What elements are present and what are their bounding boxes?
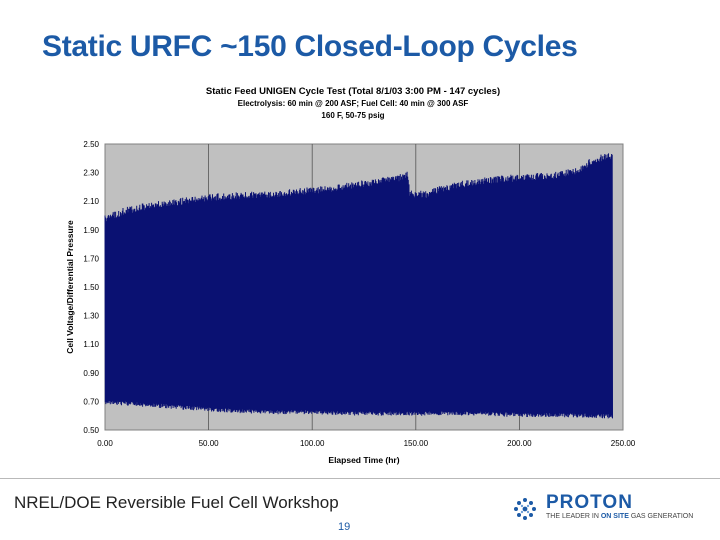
page-number: 19	[338, 521, 351, 533]
y-tick-labels: 0.50 0.70 0.90 1.10 1.30 1.50 1.70 1.90 2.10 2.30…	[83, 140, 99, 435]
y-tick-label: 0.50	[83, 426, 99, 435]
y-tick-label: 2.50	[83, 140, 99, 149]
logo-wordmark: PROTON	[546, 492, 633, 513]
y-tick-label: 1.90	[83, 226, 99, 235]
y-tick-label: 1.10	[83, 340, 99, 349]
series-line-cell-voltage	[104, 153, 613, 419]
x-tick-labels: 0.00 50.00 100.00 150.00 200.00 250.00	[97, 439, 636, 448]
x-tick-label: 200.00	[507, 439, 532, 448]
chart-subtitle-line-2: 160 F, 50-75 psig	[321, 111, 384, 120]
y-tick-label: 0.90	[83, 369, 99, 378]
proton-logo: PROTON THE LEADER IN ON SITE GAS GENERAT…	[510, 492, 715, 526]
y-tick-label: 2.30	[83, 169, 99, 178]
slide-title: Static URFC ~150 Closed-Loop Cycles	[42, 30, 578, 63]
footer-divider	[0, 478, 720, 479]
y-tick-label: 1.50	[83, 283, 99, 292]
x-tick-label: 150.00	[404, 439, 429, 448]
x-tick-label: 250.00	[611, 439, 636, 448]
x-tick-label: 0.00	[97, 439, 113, 448]
logo-tagline-end: GAS GENERATION	[628, 513, 694, 520]
footer-workshop-name: NREL/DOE Reversible Fuel Cell Workshop	[14, 493, 339, 512]
logo-tagline-start: THE LEADER IN	[546, 513, 601, 520]
logo-tagline: THE LEADER IN ON SITE GAS GENERATION	[546, 513, 693, 520]
y-tick-label: 1.70	[83, 254, 99, 263]
series-layer	[104, 153, 613, 419]
x-axis-label: Elapsed Time (hr)	[328, 455, 399, 465]
x-tick-label: 100.00	[300, 439, 325, 448]
logo-tagline-highlight: ON SITE	[600, 513, 629, 520]
chart-subtitle-line-1: Electrolysis: 60 min @ 200 ASF; Fuel Cel…	[238, 99, 469, 108]
dotted-sphere-icon	[514, 498, 536, 520]
cycle-test-chart: Static Feed UNIGEN Cycle Test (Total 8/1…	[65, 86, 636, 465]
y-tick-label: 0.70	[83, 397, 99, 406]
chart-title: Static Feed UNIGEN Cycle Test (Total 8/1…	[206, 86, 500, 97]
y-axis-label: Cell Voltage/Differential Pressure	[65, 220, 75, 354]
x-tick-label: 50.00	[199, 439, 220, 448]
y-tick-label: 2.10	[83, 197, 99, 206]
y-tick-label: 1.30	[83, 312, 99, 321]
